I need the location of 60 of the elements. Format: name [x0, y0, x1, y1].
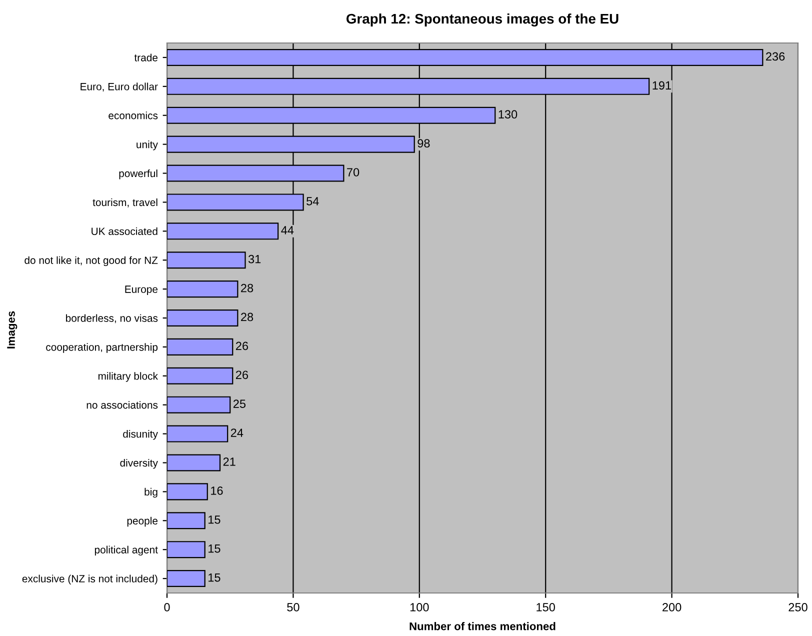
y-tick-label: tourism, travel	[92, 198, 158, 208]
data-label: 26	[236, 342, 248, 350]
y-tick-label: cooperation, partnership	[46, 343, 158, 353]
x-tick-label: 150	[536, 603, 555, 612]
bar	[167, 367, 234, 384]
y-tick-label: Euro, Euro dollar	[80, 82, 158, 92]
data-label: 70	[347, 168, 360, 176]
bar	[167, 309, 238, 327]
data-label: 25	[233, 400, 246, 408]
data-label: 54	[306, 197, 319, 206]
bar	[167, 570, 206, 588]
bar	[167, 252, 246, 269]
y-tick-label: borderless, no visas	[66, 314, 158, 324]
data-label: 236	[766, 52, 785, 61]
bar	[167, 483, 208, 500]
data-label: 15	[208, 573, 220, 582]
y-tick-label: exclusive (NZ is not included)	[22, 574, 158, 584]
x-tick-label: 50	[287, 603, 300, 612]
y-tick-label: big	[144, 488, 158, 498]
data-label: 21	[223, 458, 236, 466]
x-axis-title: Number of times mentioned	[410, 622, 556, 630]
y-tick-label: economics	[108, 112, 158, 120]
y-tick-label: unity	[136, 140, 158, 150]
bar	[167, 280, 238, 298]
bar	[167, 425, 228, 442]
bar	[167, 454, 221, 472]
data-label: 28	[241, 284, 254, 292]
x-tick-label: 0	[164, 603, 170, 612]
bar	[167, 338, 234, 356]
y-tick-label: powerful	[119, 169, 158, 180]
x-tick-label: 100	[410, 603, 429, 612]
bar	[167, 396, 231, 414]
data-label: 130	[498, 110, 518, 119]
y-tick-label: UK associated	[92, 227, 158, 236]
y-tick-label: military block	[98, 372, 158, 382]
data-label: 191	[652, 81, 671, 90]
y-tick-label: Europe	[125, 286, 158, 295]
x-tick-label: 250	[788, 603, 808, 612]
data-label: 15	[208, 516, 220, 524]
bar	[167, 541, 206, 558]
y-tick-label: people	[127, 516, 158, 527]
y-tick-label: trade	[134, 54, 158, 62]
y-tick-label: disunity	[123, 430, 158, 440]
data-label: 98	[418, 139, 430, 148]
bar	[167, 512, 206, 530]
data-label: 26	[236, 370, 248, 380]
y-axis-title: Images	[7, 311, 18, 348]
bar	[167, 222, 279, 240]
data-label: 24	[230, 428, 244, 437]
y-tick-label: no associations	[86, 401, 158, 409]
data-label: 44	[281, 226, 294, 234]
y-tick-label: political agent	[94, 546, 158, 556]
y-tick-label: do not like it, not good for NZ	[24, 256, 158, 266]
x-tick-label: 200	[662, 603, 682, 612]
data-label: 28	[241, 312, 254, 322]
data-label: 16	[211, 486, 223, 495]
data-label: 31	[248, 254, 261, 264]
y-tick-label: diversity	[120, 458, 158, 469]
chart-title: Graph 12: Spontaneous images of the EU	[346, 13, 618, 27]
data-label: 15	[208, 544, 220, 553]
